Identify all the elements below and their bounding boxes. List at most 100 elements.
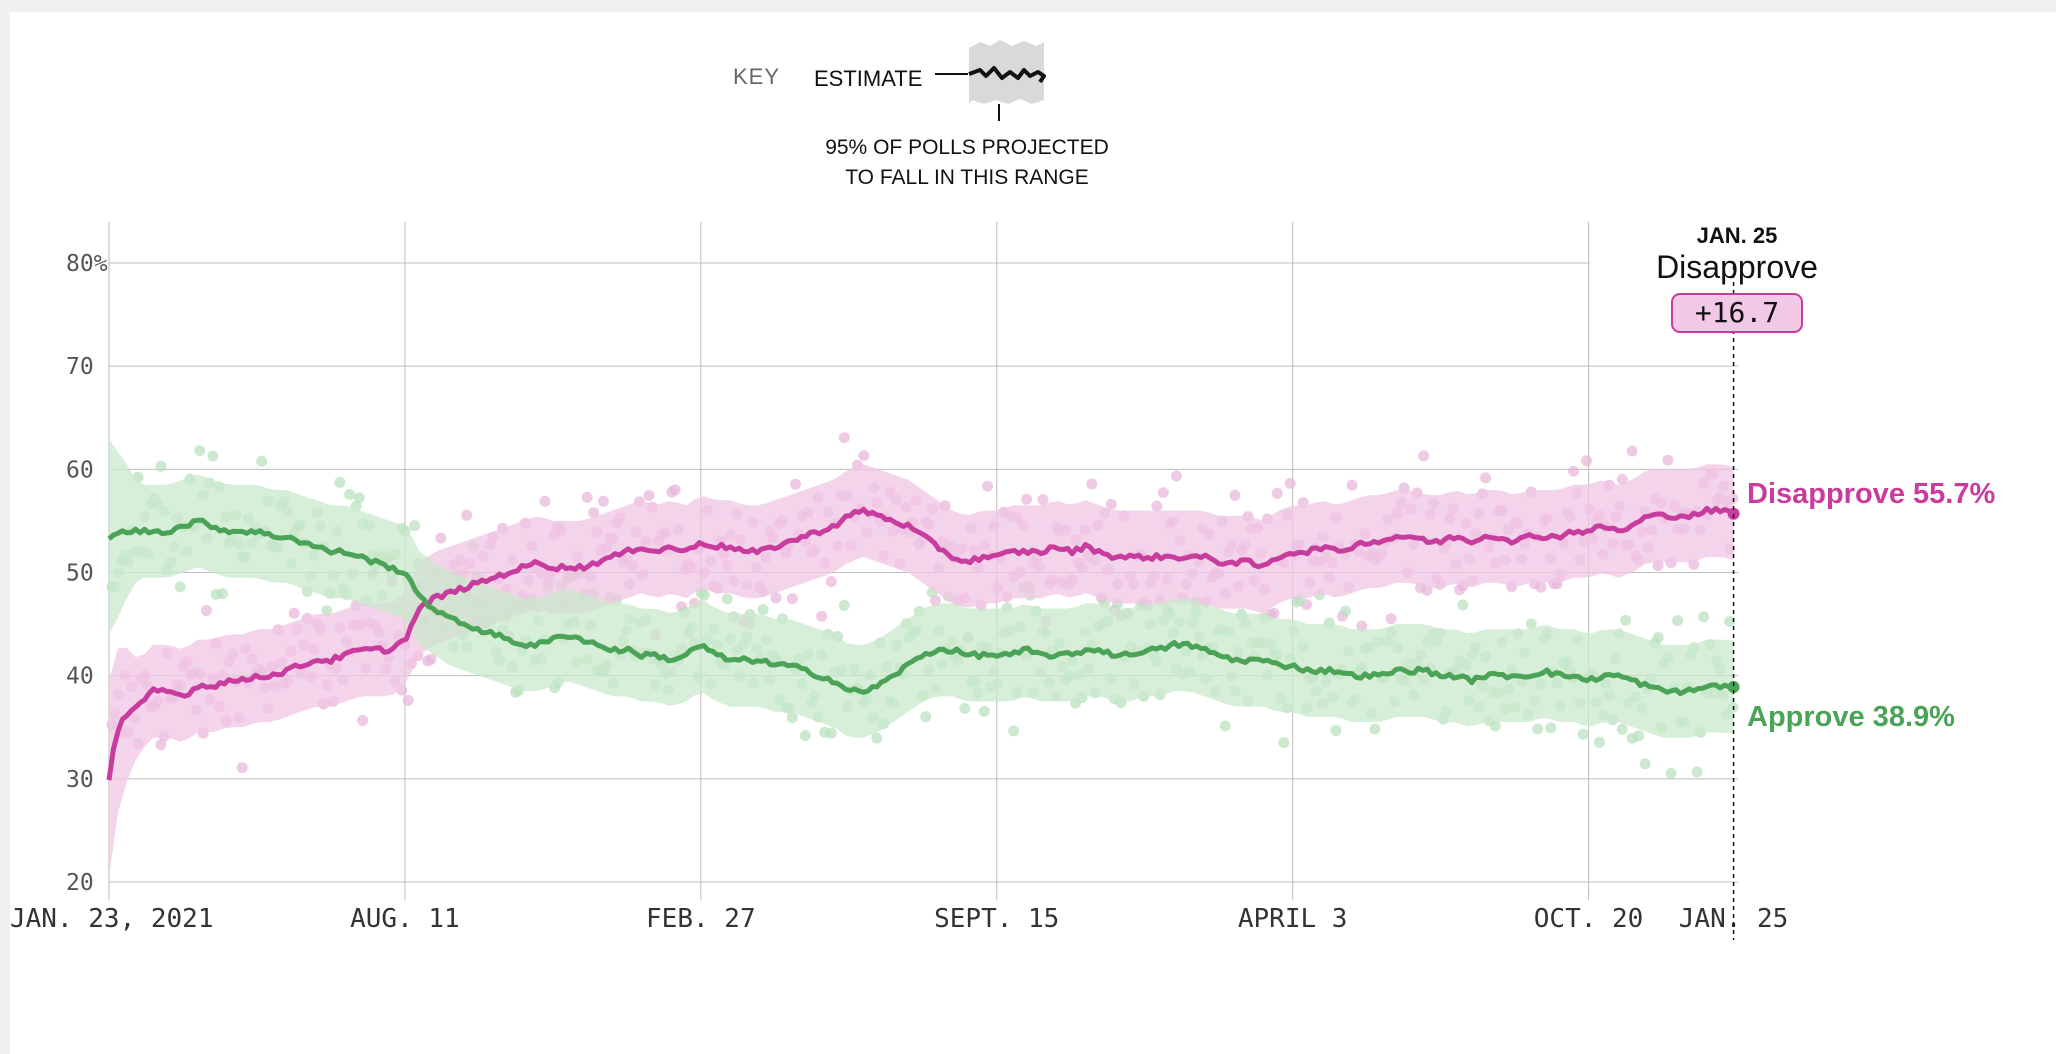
key-range-band	[969, 40, 1044, 104]
approve-poll-dot	[1620, 614, 1632, 626]
disapprove-poll-dot	[1480, 472, 1492, 484]
disapprove-poll-dot	[1037, 494, 1049, 506]
approve-poll-dot	[825, 727, 837, 739]
key-range-line1: 95% OF POLLS PROJECTED	[825, 136, 1109, 159]
y-tick-label: 20	[66, 870, 94, 896]
disapprove-poll-dot	[1535, 581, 1547, 593]
approve-poll-dot	[174, 581, 186, 593]
y-axis-labels: 20 30 40 50 60 70 80%	[66, 251, 108, 896]
disapprove-poll-dot	[598, 495, 609, 507]
approve-poll-dot	[959, 703, 971, 714]
approve-poll-dot	[1724, 616, 1736, 627]
approve-poll-dot	[1698, 611, 1710, 623]
disapprove-poll-dot	[1581, 455, 1592, 467]
disapprove-poll-dot	[643, 490, 655, 501]
approve-estimate-line	[107, 517, 1737, 697]
tooltip-margin-badge	[1671, 293, 1803, 333]
disapprove-poll-dot	[1105, 498, 1117, 510]
approve-poll-dot	[207, 450, 219, 462]
disapprove-poll-dot	[461, 509, 473, 521]
approve-poll-dot	[344, 489, 356, 500]
disapprove-poll-dot	[1662, 454, 1674, 466]
disapprove-poll-dot	[825, 576, 837, 587]
approve-poll-dot	[1633, 730, 1645, 742]
disapprove-poll-dot	[1626, 445, 1638, 457]
approve-poll-dot	[1525, 618, 1537, 630]
approve-poll-dot	[155, 460, 167, 472]
disapprove-poll-dot	[1229, 489, 1241, 501]
approve-end-point	[1727, 681, 1740, 694]
disapprove-poll-dot	[858, 450, 870, 461]
approve-end-label: Approve 38.9%	[1747, 701, 1955, 733]
key-estimate-label: ESTIMATE	[814, 66, 922, 91]
disapprove-poll-dot	[669, 484, 681, 496]
disapprove-poll-dot	[236, 762, 248, 774]
uncertainty-bands	[109, 438, 1734, 877]
disapprove-poll-dot	[1652, 560, 1664, 572]
key-estimate-line	[968, 66, 1046, 84]
approve-poll-dot	[1278, 737, 1290, 748]
x-tick-label: FEB. 27	[646, 904, 756, 934]
key-range-line2: TO FALL IN THIS RANGE	[845, 166, 1089, 189]
approve-poll-dot	[353, 492, 365, 504]
legend-key: KEY ESTIMATE 95% OF POLLS PROJECTED TO F…	[733, 40, 1109, 189]
x-tick-label: JAN. 23, 2021	[10, 904, 214, 934]
approve-poll-dot	[1545, 722, 1557, 734]
estimate-lines	[106, 505, 1740, 781]
disapprove-poll-dot	[1385, 613, 1397, 625]
disapprove-poll-dot	[770, 592, 782, 604]
disapprove-band	[109, 464, 1734, 877]
approve-poll-dot	[757, 604, 769, 615]
disapprove-poll-dot	[425, 653, 437, 665]
disapprove-poll-dot	[1568, 465, 1579, 477]
disapprove-poll-dot	[1356, 620, 1368, 632]
disapprove-estimate-line	[106, 505, 1737, 781]
approve-poll-dot	[1594, 736, 1605, 748]
approve-poll-dot	[1457, 599, 1469, 611]
approve-poll-dot	[194, 445, 206, 457]
tooltip-date: JAN. 25	[1697, 223, 1778, 248]
disapprove-poll-dot	[155, 739, 167, 751]
approve-poll-dot	[920, 711, 932, 723]
approve-poll-dot	[1652, 632, 1664, 643]
disapprove-poll-dot	[1271, 487, 1283, 499]
approve-poll-dot	[334, 476, 346, 488]
tooltip-margin: +16.7	[1695, 296, 1779, 329]
approve-poll-dot	[978, 705, 990, 717]
disapprove-end-label: Disapprove 55.7%	[1747, 478, 1995, 510]
disapprove-poll-dot	[1418, 450, 1430, 462]
disapprove-poll-dot	[581, 491, 593, 503]
x-tick-label: SEPT. 15	[934, 904, 1059, 934]
approve-poll-dot	[799, 730, 811, 742]
disapprove-poll-dot	[588, 507, 600, 519]
disapprove-poll-dot	[786, 593, 798, 605]
disapprove-poll-dot	[1268, 607, 1280, 619]
disapprove-poll-dot	[1157, 487, 1169, 499]
approve-poll-dot	[409, 520, 421, 532]
approve-poll-dot	[721, 593, 733, 605]
disapprove-poll-dot	[200, 605, 212, 616]
disapprove-end-point	[1727, 507, 1740, 520]
approve-poll-dot	[698, 589, 710, 601]
x-axis-labels: JAN. 23, 2021 AUG. 11 FEB. 27 SEPT. 15 APRIL…	[10, 904, 1788, 934]
disapprove-poll-dot	[1297, 497, 1309, 509]
disapprove-poll-dot	[1616, 473, 1628, 485]
y-tick-label: 80%	[66, 251, 108, 277]
approve-poll-dot	[1665, 767, 1677, 779]
approve-poll-dot	[1369, 723, 1381, 735]
approve-poll-dot	[838, 599, 850, 611]
approve-poll-dot	[1672, 615, 1684, 626]
disapprove-poll-dot	[1086, 478, 1098, 490]
approve-poll-dot	[1691, 766, 1703, 778]
disapprove-poll-dot	[539, 495, 551, 507]
y-tick-label: 60	[66, 457, 94, 483]
disapprove-poll-dot	[838, 432, 850, 444]
x-tick-label: AUG. 11	[350, 904, 460, 934]
poll-dots	[106, 432, 1739, 779]
disapprove-poll-dot	[1284, 477, 1296, 489]
key-label: KEY	[733, 64, 780, 89]
disapprove-poll-dot	[1151, 500, 1163, 512]
disapprove-poll-dot	[790, 478, 801, 490]
approve-poll-dot	[1639, 758, 1651, 770]
